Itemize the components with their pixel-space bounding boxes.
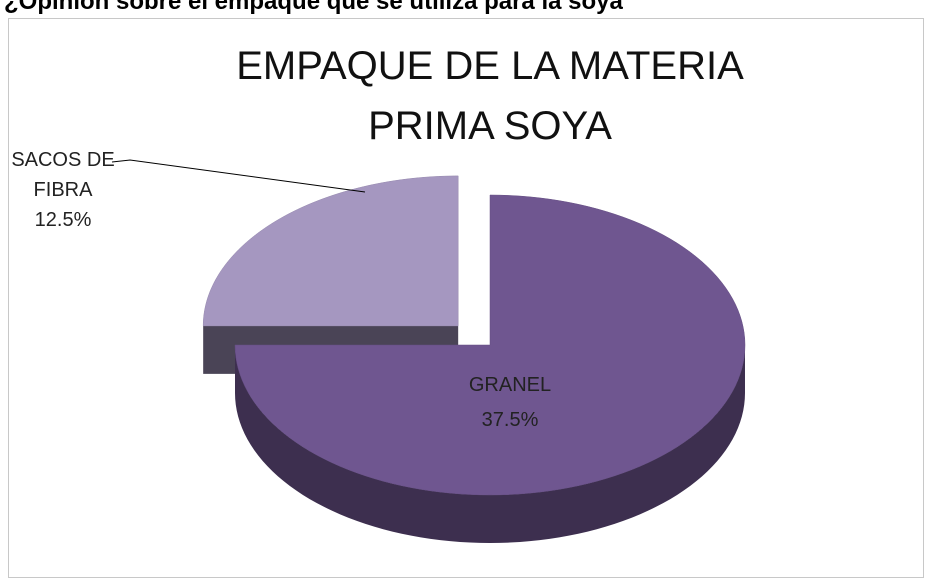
slice [203,176,458,326]
slice-label: GRANEL [450,370,570,400]
leader-line [112,160,365,192]
slice-label: SACOS DE FIBRA [8,145,118,205]
slice-value-label: 37.5% [450,405,570,435]
page: ¿Opinión sobre el empaque que se utiliza… [0,0,930,563]
slice-value-label: 12.5% [8,205,118,235]
chart-title: EMPAQUE DE LA MATERIA PRIMA SOYA [180,36,800,156]
